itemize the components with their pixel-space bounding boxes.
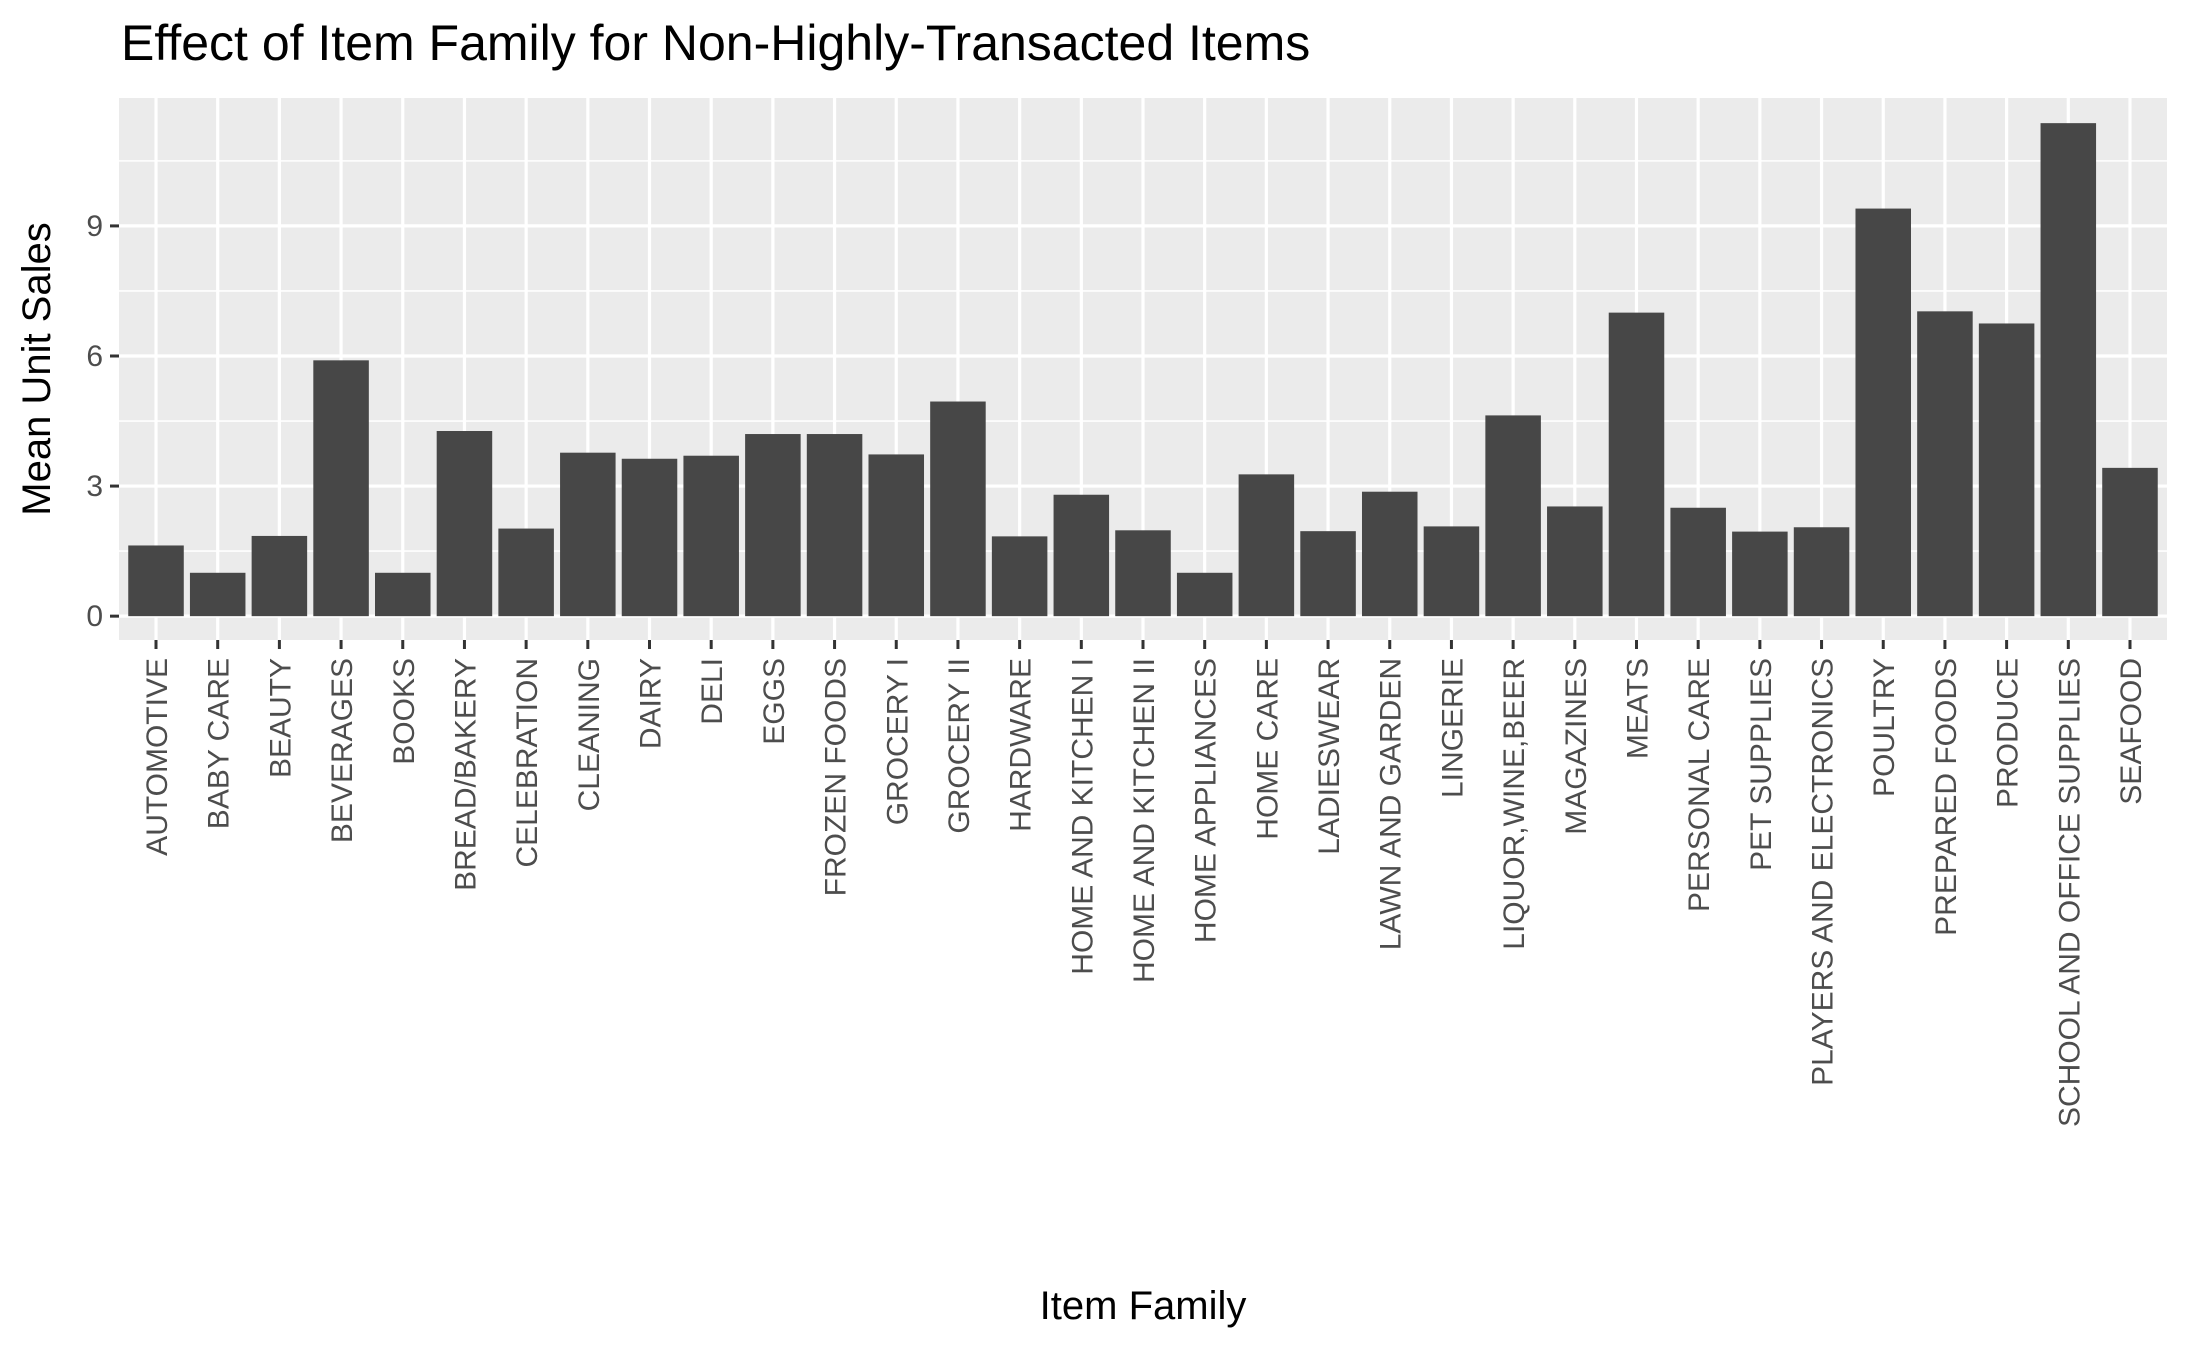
x-tick-label: LIQUOR,WINE,BEER: [1498, 658, 1531, 950]
x-tick-label: GROCERY II: [943, 658, 976, 834]
x-tick-label: MEATS: [1621, 658, 1654, 759]
x-tick-label: EGGS: [758, 658, 791, 745]
x-tick-label: BEVERAGES: [326, 658, 359, 843]
bar-automotive: [128, 545, 184, 617]
bars: [128, 123, 2158, 617]
x-tick-label: SCHOOL AND OFFICE SUPPLIES: [2053, 658, 2086, 1127]
bar-magazines: [1547, 506, 1603, 617]
bar-home-care: [1238, 474, 1295, 617]
bar-frozen-foods: [806, 434, 863, 617]
x-tick-label: HOME CARE: [1251, 658, 1284, 840]
x-axis-title: Item Family: [1040, 1284, 1247, 1328]
bar-liquor-wine-beer: [1485, 415, 1541, 617]
bar-baby-care: [189, 572, 246, 617]
x-tick-label: POULTRY: [1868, 658, 1901, 797]
y-tick-label: 9: [86, 210, 103, 243]
y-axis: 0 3 6 9: [86, 210, 119, 633]
bar-grocery-i: [868, 454, 925, 617]
x-axis: AUTOMOTIVE BABY CARE BEAUTY BEVERAGES BOOKS B…: [141, 640, 2148, 1127]
bar-players-and-electronics: [1793, 527, 1850, 617]
x-tick-label: PERSONAL CARE: [1683, 658, 1716, 912]
y-tick-label: 0: [86, 600, 103, 633]
bar-home-and-kitchen-ii: [1115, 530, 1171, 617]
bar-beverages: [313, 360, 369, 617]
bar-ladieswear: [1300, 531, 1356, 617]
x-tick-label: CLEANING: [573, 658, 606, 811]
bar-eggs: [745, 434, 801, 617]
x-tick-label: DAIRY: [635, 658, 668, 749]
bar-cleaning: [560, 452, 616, 617]
x-tick-label: BEAUTY: [264, 658, 297, 778]
y-tick-label: 3: [86, 470, 103, 503]
x-tick-label: DELI: [696, 658, 729, 725]
bar-school-and-office-supplies: [2040, 123, 2097, 617]
bar-lingerie: [1423, 526, 1480, 617]
bar-seafood: [2102, 467, 2158, 617]
bar-lawn-and-garden: [1361, 491, 1418, 617]
y-tick-label: 6: [86, 340, 103, 373]
x-tick-label: MAGAZINES: [1560, 658, 1593, 835]
x-tick-label: LINGERIE: [1436, 658, 1469, 798]
x-tick-label: SEAFOOD: [2115, 658, 2148, 805]
bar-personal-care: [1670, 507, 1726, 617]
bar-dairy: [621, 458, 678, 617]
bar-deli: [683, 455, 739, 617]
bar-poultry: [1855, 208, 1911, 617]
x-tick-label: HOME AND KITCHEN II: [1128, 658, 1161, 983]
x-tick-label: LAWN AND GARDEN: [1375, 658, 1408, 950]
bar-pet-supplies: [1732, 531, 1788, 617]
x-tick-label: PLAYERS AND ELECTRONICS: [1807, 658, 1840, 1086]
bar-hardware: [991, 536, 1048, 617]
bar-grocery-ii: [930, 401, 986, 617]
bar-prepared-foods: [1917, 311, 1973, 617]
bar-beauty: [251, 535, 308, 617]
bar-books: [375, 572, 431, 617]
bar-bread-bakery: [436, 431, 493, 617]
x-tick-label: HOME AND KITCHEN I: [1066, 658, 1099, 975]
x-tick-label: PRODUCE: [1992, 658, 2025, 808]
bar-home-and-kitchen-i: [1053, 494, 1110, 617]
bar-meats: [1608, 312, 1665, 617]
x-tick-label: BOOKS: [388, 658, 421, 765]
x-tick-label: HOME APPLIANCES: [1190, 658, 1223, 943]
x-tick-label: PREPARED FOODS: [1930, 658, 1963, 936]
x-tick-label: LADIESWEAR: [1313, 658, 1346, 855]
x-tick-label: AUTOMOTIVE: [141, 658, 174, 856]
x-tick-label: FROZEN FOODS: [820, 658, 853, 896]
bar-home-appliances: [1176, 572, 1233, 617]
x-tick-label: BABY CARE: [203, 658, 236, 829]
chart-title: Effect of Item Family for Non-Highly-Tra…: [121, 15, 1310, 71]
x-tick-label: GROCERY I: [881, 658, 914, 825]
bar-celebration: [498, 528, 554, 617]
x-tick-label: CELEBRATION: [511, 658, 544, 868]
bar-produce: [1978, 323, 2035, 617]
x-tick-label: PET SUPPLIES: [1745, 658, 1778, 871]
x-tick-label: BREAD/BAKERY: [449, 658, 482, 891]
y-axis-title: Mean Unit Sales: [15, 222, 59, 515]
x-tick-label: HARDWARE: [1005, 658, 1038, 832]
